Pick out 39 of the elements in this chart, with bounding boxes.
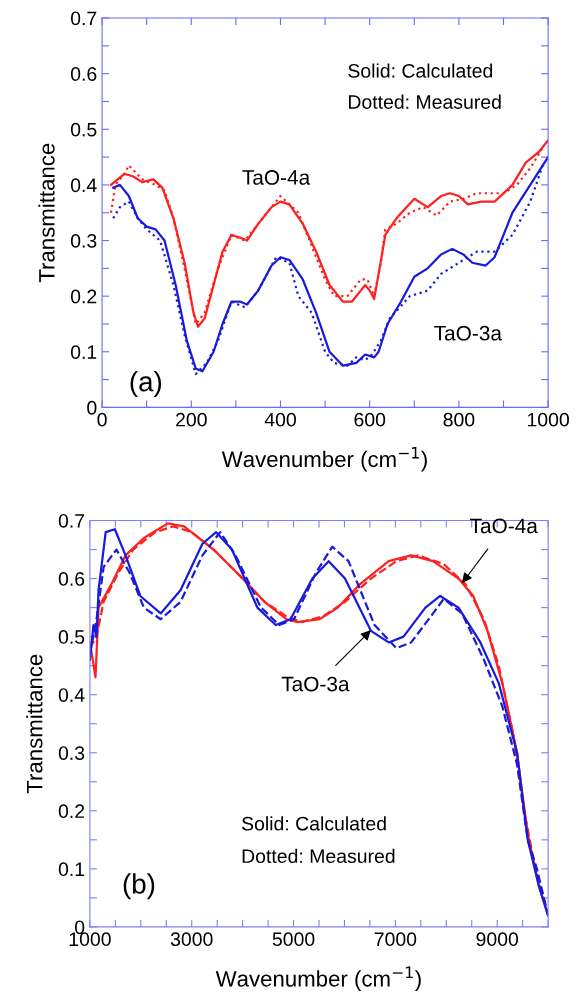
annotation: TaO-4a	[242, 170, 311, 185]
y-tick-label: 0.6	[70, 67, 97, 81]
annotation: TaO-3a	[281, 676, 350, 692]
annotation: (a)	[130, 371, 162, 397]
x-tick-label: 1000	[527, 412, 569, 427]
x-tick-label: 9000	[476, 932, 519, 947]
x-tick-label: 5000	[272, 932, 315, 947]
annotation: TaO-4a	[470, 518, 538, 534]
y-tick-label: 0.7	[70, 11, 97, 26]
annotation: (b)	[123, 873, 155, 900]
annotation: Solid: Calculated	[241, 816, 386, 831]
y-tick-label: 0.5	[70, 122, 97, 137]
y-tick-label: 0.3	[58, 746, 85, 760]
x-axis-title: Wavenumber (cm$^{−1}$)	[221, 447, 427, 472]
annotation: TaO-3a	[434, 325, 502, 341]
x-tick-label: 200	[176, 412, 207, 427]
x-tick-label: 400	[264, 412, 296, 427]
annotation: Solid: Calculated	[348, 63, 493, 78]
x-tick-label: 600	[354, 412, 386, 427]
y-tick-label: 0.5	[58, 630, 85, 644]
y-tick-label: 0.1	[58, 862, 85, 877]
y-tick-label: 0.7	[58, 513, 85, 528]
annotation: Dotted: Measured	[242, 848, 395, 864]
x-tick-label: 800	[443, 412, 475, 427]
y-tick-label: 0.4	[70, 178, 97, 193]
y-tick-label: 0.3	[70, 233, 97, 248]
x-tick-label: 0	[97, 412, 107, 427]
y-axis-title: Transmittance	[26, 654, 43, 794]
x-axis-title: Wavenumber (cm$^{−1}$)	[215, 966, 421, 992]
x-tick-label: 3000	[170, 932, 213, 947]
y-tick-label: 0.2	[58, 804, 85, 819]
y-tick-label: 0.2	[70, 289, 97, 304]
annotation: Dotted: Measured	[348, 94, 501, 109]
y-tick-label: 0	[87, 400, 97, 415]
y-tick-label: 0.4	[58, 688, 85, 702]
y-tick-label: 0.6	[58, 572, 85, 586]
y-tick-label: 0.1	[70, 345, 97, 360]
y-axis-title: Transmittance	[38, 143, 55, 283]
x-tick-label: 7000	[374, 932, 417, 947]
